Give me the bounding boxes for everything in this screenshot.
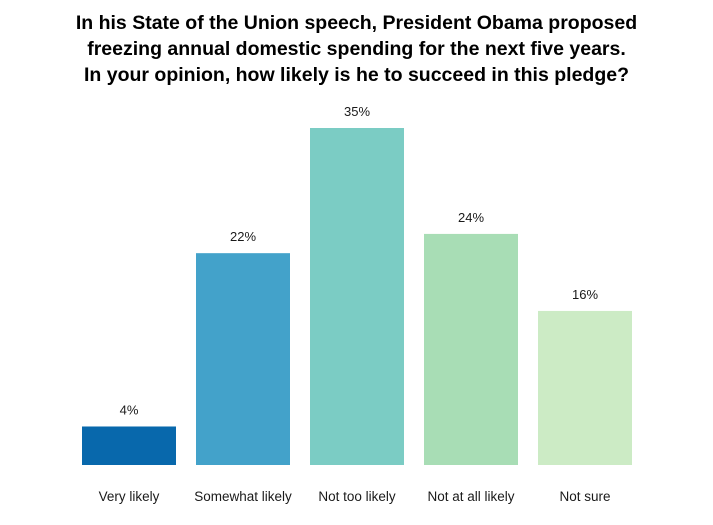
data-label-somewhat-likely: 22% (230, 229, 256, 244)
chart-title-line-2: freezing annual domestic spending for th… (87, 38, 626, 60)
chart-title-line-3: In your opinion, how likely is he to suc… (84, 64, 629, 86)
bar-somewhat-likely (196, 253, 290, 465)
data-label-not-too-likely: 35% (344, 104, 370, 119)
chart-title: In his State of the Union speech, Presid… (0, 10, 713, 88)
bar-not-too-likely (310, 128, 404, 465)
bar-not-sure (538, 310, 632, 465)
category-label-not-sure: Not sure (559, 489, 610, 504)
category-label-not-too-likely: Not too likely (318, 489, 396, 504)
bar-very-likely (82, 426, 176, 465)
category-label-not-at-all-likely: Not at all likely (427, 489, 514, 504)
chart-title-line-1: In his State of the Union speech, Presid… (75, 12, 638, 34)
data-label-very-likely: 4% (120, 402, 139, 417)
bar-not-at-all-likely (424, 233, 518, 465)
category-label-somewhat-likely: Somewhat likely (194, 489, 292, 504)
data-label-not-sure: 16% (572, 287, 598, 302)
category-label-very-likely: Very likely (99, 489, 160, 504)
data-label-not-at-all-likely: 24% (458, 210, 484, 225)
